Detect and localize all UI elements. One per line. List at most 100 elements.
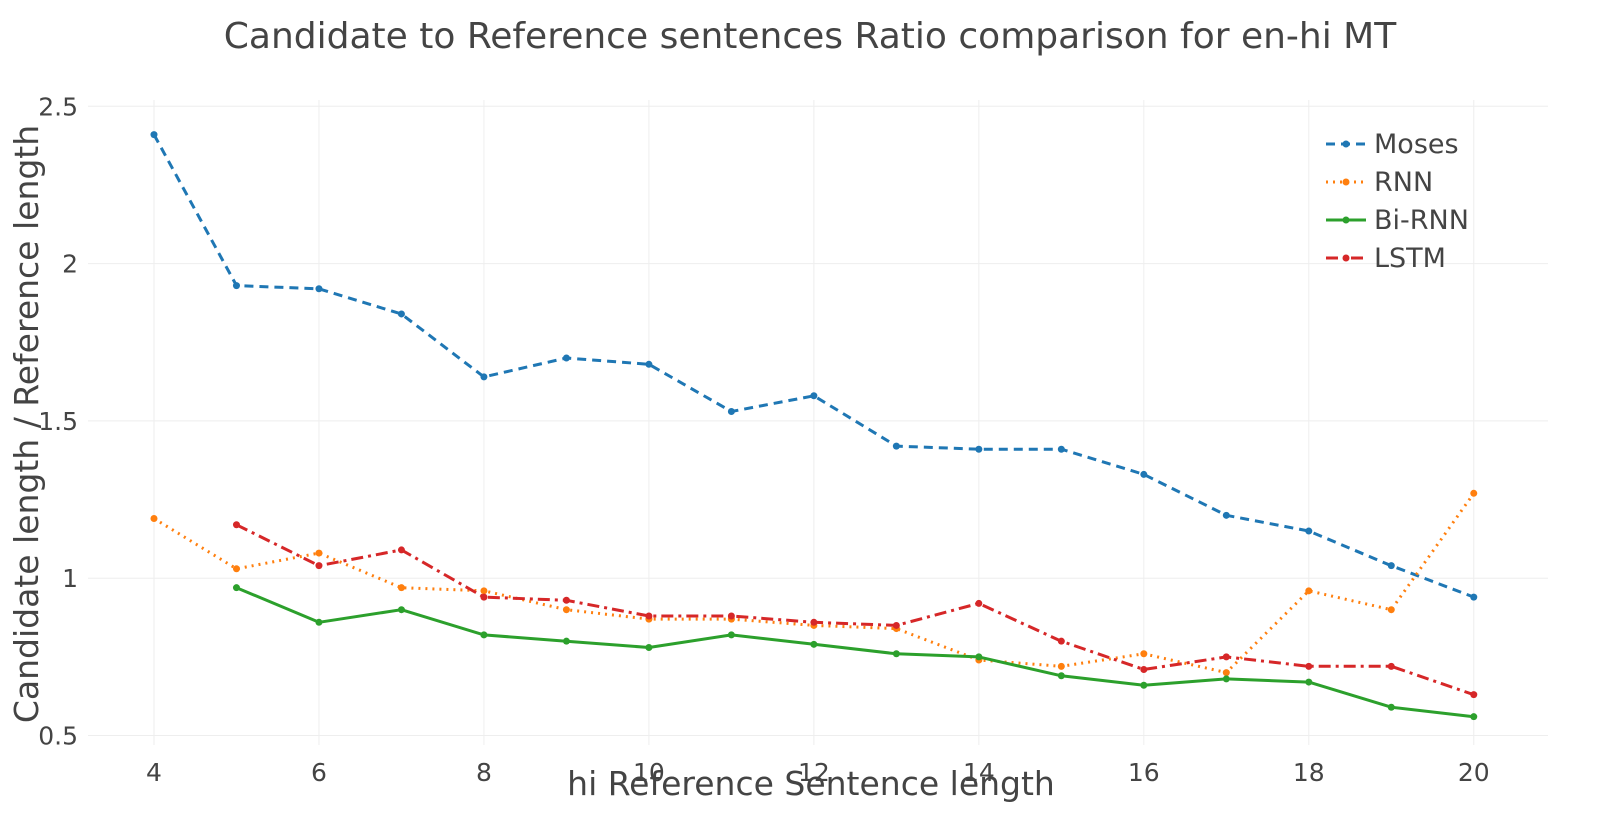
tick-labels: 4 6 8 10 12 14 16 18 20 0.5 1 1.5 2 2.5 <box>38 92 1489 787</box>
data-point-moses <box>1470 593 1478 601</box>
data-point-rnn <box>562 606 570 614</box>
x-axis-title: hi Reference Sentence length <box>567 764 1055 803</box>
data-point-lstm <box>315 562 323 570</box>
x-tick-label: 16 <box>1128 758 1160 787</box>
series-layer <box>150 131 1478 721</box>
data-point-moses <box>397 310 405 318</box>
legend-label-moses: Moses <box>1374 129 1459 160</box>
data-point-lstm <box>645 612 653 620</box>
legend-item-lstm[interactable]: LSTM <box>1326 243 1446 274</box>
data-point-bi-rnn <box>480 631 488 639</box>
data-point-bi-rnn <box>1305 678 1313 686</box>
y-tick-label: 0.5 <box>38 722 78 751</box>
y-tick-label: 2 <box>62 250 78 279</box>
data-point-lstm <box>397 546 405 554</box>
data-point-moses <box>232 282 240 290</box>
data-point-rnn <box>1222 669 1230 677</box>
data-point-rnn <box>1470 489 1478 497</box>
data-point-bi-rnn <box>1140 681 1148 689</box>
x-tick-label: 18 <box>1293 758 1325 787</box>
data-point-rnn <box>1387 606 1395 614</box>
data-point-bi-rnn <box>1057 672 1065 680</box>
x-tick-label: 4 <box>146 758 162 787</box>
data-point-lstm <box>1222 653 1230 661</box>
legend-label-lstm: LSTM <box>1374 243 1446 274</box>
data-point-rnn <box>1140 650 1148 658</box>
data-point-bi-rnn <box>562 637 570 645</box>
y-tick-label: 1.5 <box>38 407 78 436</box>
series-bi-rnn <box>232 584 1478 721</box>
chart-title: Candidate to Reference sentences Ratio c… <box>224 16 1397 57</box>
data-point-lstm <box>1057 637 1065 645</box>
data-point-moses <box>975 445 983 453</box>
data-point-lstm <box>892 621 900 629</box>
legend-item-moses[interactable]: Moses <box>1326 129 1459 160</box>
legend-item-rnn[interactable]: RNN <box>1326 167 1433 198</box>
legend-label-bi-rnn: Bi-RNN <box>1374 205 1469 236</box>
y-axis-title: Candidate length / Reference length <box>7 125 46 723</box>
legend-item-bi-rnn[interactable]: Bi-RNN <box>1326 205 1469 236</box>
data-point-moses <box>1305 527 1313 535</box>
data-point-moses <box>727 407 735 415</box>
x-tick-label: 14 <box>963 758 995 787</box>
data-point-rnn <box>315 549 323 557</box>
data-point-moses <box>1387 562 1395 570</box>
data-point-moses <box>1222 511 1230 519</box>
legend[interactable]: Moses RNN Bi-RNN LSTM <box>1326 129 1469 274</box>
data-point-bi-rnn <box>1387 703 1395 711</box>
series-moses <box>150 131 1478 601</box>
series-lstm <box>232 521 1478 699</box>
series-line-bi-rnn <box>235 586 1474 719</box>
data-point-bi-rnn <box>315 618 323 626</box>
legend-marker-bi-rnn <box>1342 216 1350 224</box>
data-point-lstm <box>562 596 570 604</box>
data-point-moses <box>892 442 900 450</box>
legend-marker-moses <box>1342 140 1350 148</box>
data-point-moses <box>562 354 570 362</box>
data-point-bi-rnn <box>397 606 405 614</box>
data-point-lstm <box>1305 662 1313 670</box>
data-point-moses <box>1057 445 1065 453</box>
x-tick-label: 8 <box>476 758 492 787</box>
data-point-lstm <box>232 521 240 529</box>
data-point-rnn <box>1305 587 1313 595</box>
data-point-rnn <box>232 565 240 573</box>
y-tick-label: 1 <box>62 564 78 593</box>
data-point-bi-rnn <box>1470 713 1478 721</box>
x-tick-label: 12 <box>798 758 830 787</box>
data-point-bi-rnn <box>645 643 653 651</box>
x-tick-label: 20 <box>1458 758 1490 787</box>
data-point-bi-rnn <box>727 631 735 639</box>
legend-marker-lstm <box>1342 254 1350 262</box>
data-point-rnn <box>480 587 488 595</box>
data-point-lstm <box>810 618 818 626</box>
data-point-moses <box>315 285 323 293</box>
legend-label-rnn: RNN <box>1374 167 1433 198</box>
data-point-moses <box>150 131 158 139</box>
data-point-lstm <box>727 612 735 620</box>
data-point-bi-rnn <box>810 640 818 648</box>
data-point-moses <box>810 392 818 400</box>
data-point-moses <box>645 360 653 368</box>
x-tick-label: 6 <box>311 758 327 787</box>
data-point-rnn <box>150 514 158 522</box>
legend-marker-rnn <box>1342 178 1350 186</box>
y-tick-label: 2.5 <box>38 92 78 121</box>
series-line-lstm <box>235 523 1475 697</box>
data-point-moses <box>1140 470 1148 478</box>
data-point-bi-rnn <box>1222 675 1230 683</box>
data-point-moses <box>480 373 488 381</box>
data-point-lstm <box>1387 662 1395 670</box>
data-point-lstm <box>1470 691 1478 699</box>
data-point-lstm <box>975 599 983 607</box>
data-point-bi-rnn <box>892 650 900 658</box>
x-tick-label: 10 <box>633 758 665 787</box>
grid <box>88 100 1548 745</box>
data-point-rnn <box>1057 662 1065 670</box>
data-point-rnn <box>397 584 405 592</box>
data-point-bi-rnn <box>232 584 240 592</box>
data-point-bi-rnn <box>975 653 983 661</box>
data-point-lstm <box>480 593 488 601</box>
